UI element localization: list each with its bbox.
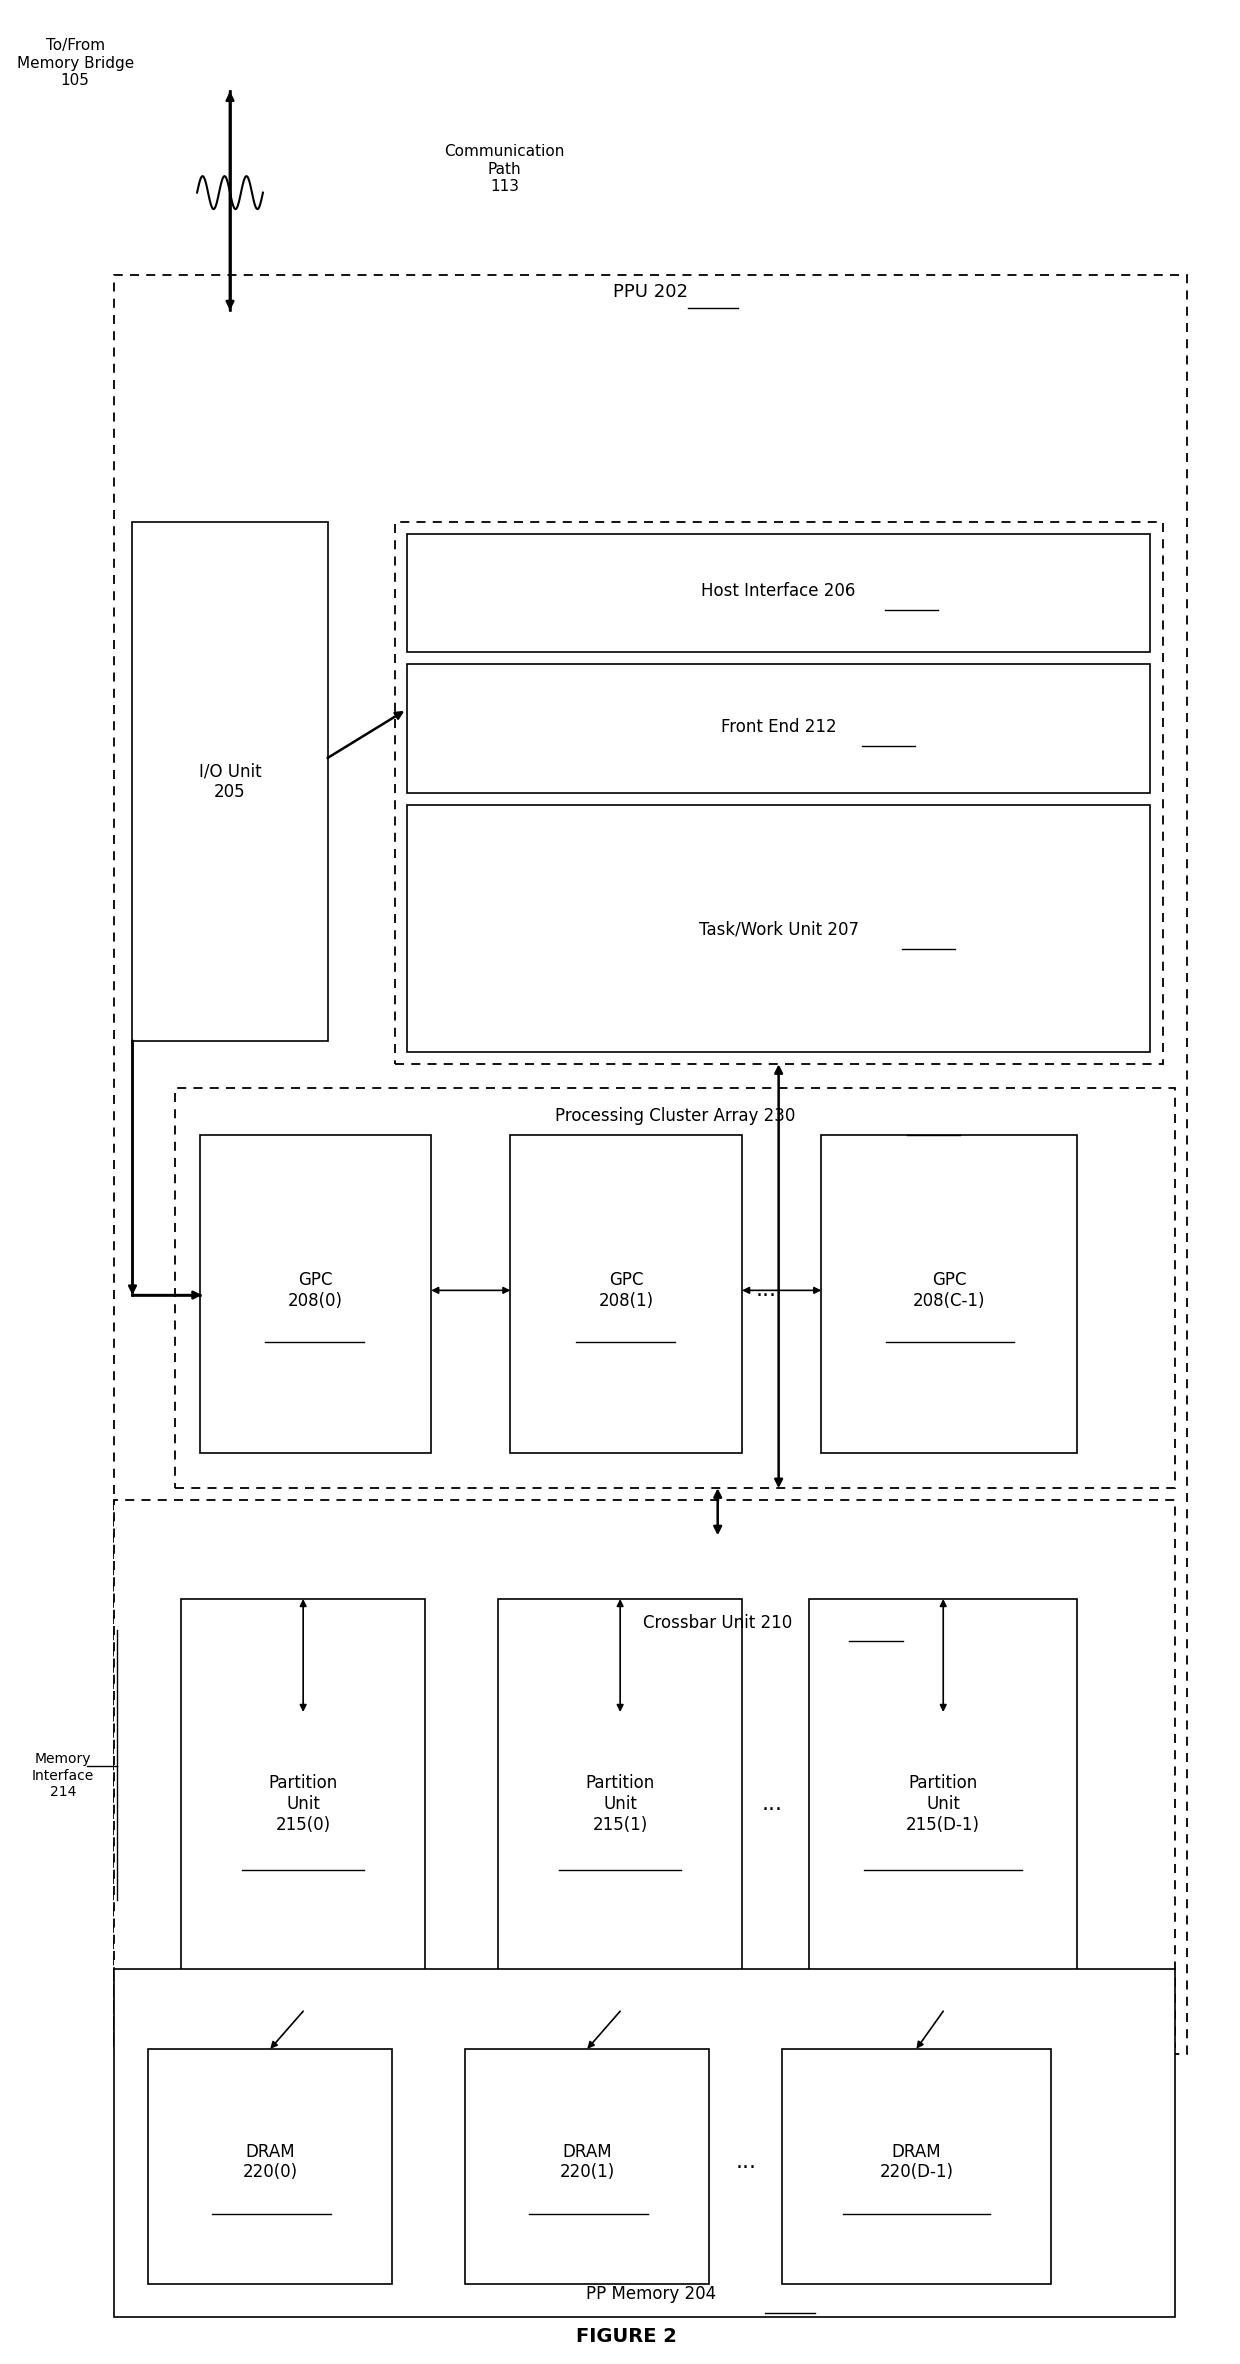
Text: ...: ... — [735, 2151, 756, 2173]
Text: Communication
Path
113: Communication Path 113 — [444, 144, 564, 194]
Bar — [114, 274, 1187, 2054]
Bar — [498, 1598, 742, 2012]
Bar — [133, 522, 327, 1040]
Bar — [175, 1087, 1174, 1489]
Text: ...: ... — [756, 1281, 777, 1300]
Bar — [394, 522, 1163, 1064]
Text: Partition
Unit
215(0): Partition Unit 215(0) — [269, 1773, 337, 1834]
Bar — [200, 1135, 432, 1454]
Bar — [273, 1534, 1163, 1712]
Bar — [114, 1969, 1174, 2317]
Text: Host Interface 206: Host Interface 206 — [702, 582, 856, 600]
Bar — [114, 1501, 1174, 2047]
Text: FIGURE 2: FIGURE 2 — [575, 2326, 677, 2345]
Text: DRAM
220(1): DRAM 220(1) — [559, 2142, 615, 2182]
Text: PPU 202: PPU 202 — [613, 284, 688, 300]
Text: GPC
208(0): GPC 208(0) — [288, 1272, 343, 1310]
Text: Partition
Unit
215(D-1): Partition Unit 215(D-1) — [906, 1773, 981, 1834]
Bar — [181, 1598, 425, 2012]
Bar — [821, 1135, 1078, 1454]
Text: GPC
208(C-1): GPC 208(C-1) — [913, 1272, 986, 1310]
Text: GPC
208(1): GPC 208(1) — [599, 1272, 653, 1310]
Bar — [407, 534, 1151, 652]
Text: PP Memory 204: PP Memory 204 — [585, 2286, 715, 2303]
Bar — [149, 2050, 392, 2284]
Bar — [782, 2050, 1050, 2284]
Text: DRAM
220(D-1): DRAM 220(D-1) — [879, 2142, 954, 2182]
Bar — [511, 1135, 742, 1454]
Bar — [407, 806, 1151, 1052]
Text: DRAM
220(0): DRAM 220(0) — [243, 2142, 298, 2182]
Text: Memory
Interface
214: Memory Interface 214 — [32, 1752, 94, 1799]
Bar — [810, 1598, 1078, 2012]
Text: Task/Work Unit 207: Task/Work Unit 207 — [698, 922, 858, 939]
Text: Partition
Unit
215(1): Partition Unit 215(1) — [585, 1773, 655, 1834]
Text: To/From
Memory Bridge
105: To/From Memory Bridge 105 — [16, 38, 134, 87]
Text: ...: ... — [763, 1794, 782, 1813]
Bar — [465, 2050, 709, 2284]
Text: Crossbar Unit 210: Crossbar Unit 210 — [644, 1615, 792, 1631]
Bar — [407, 664, 1151, 794]
Text: Processing Cluster Array 230: Processing Cluster Array 230 — [554, 1106, 795, 1125]
Text: Front End 212: Front End 212 — [720, 719, 837, 735]
Text: I/O Unit
205: I/O Unit 205 — [198, 761, 262, 801]
